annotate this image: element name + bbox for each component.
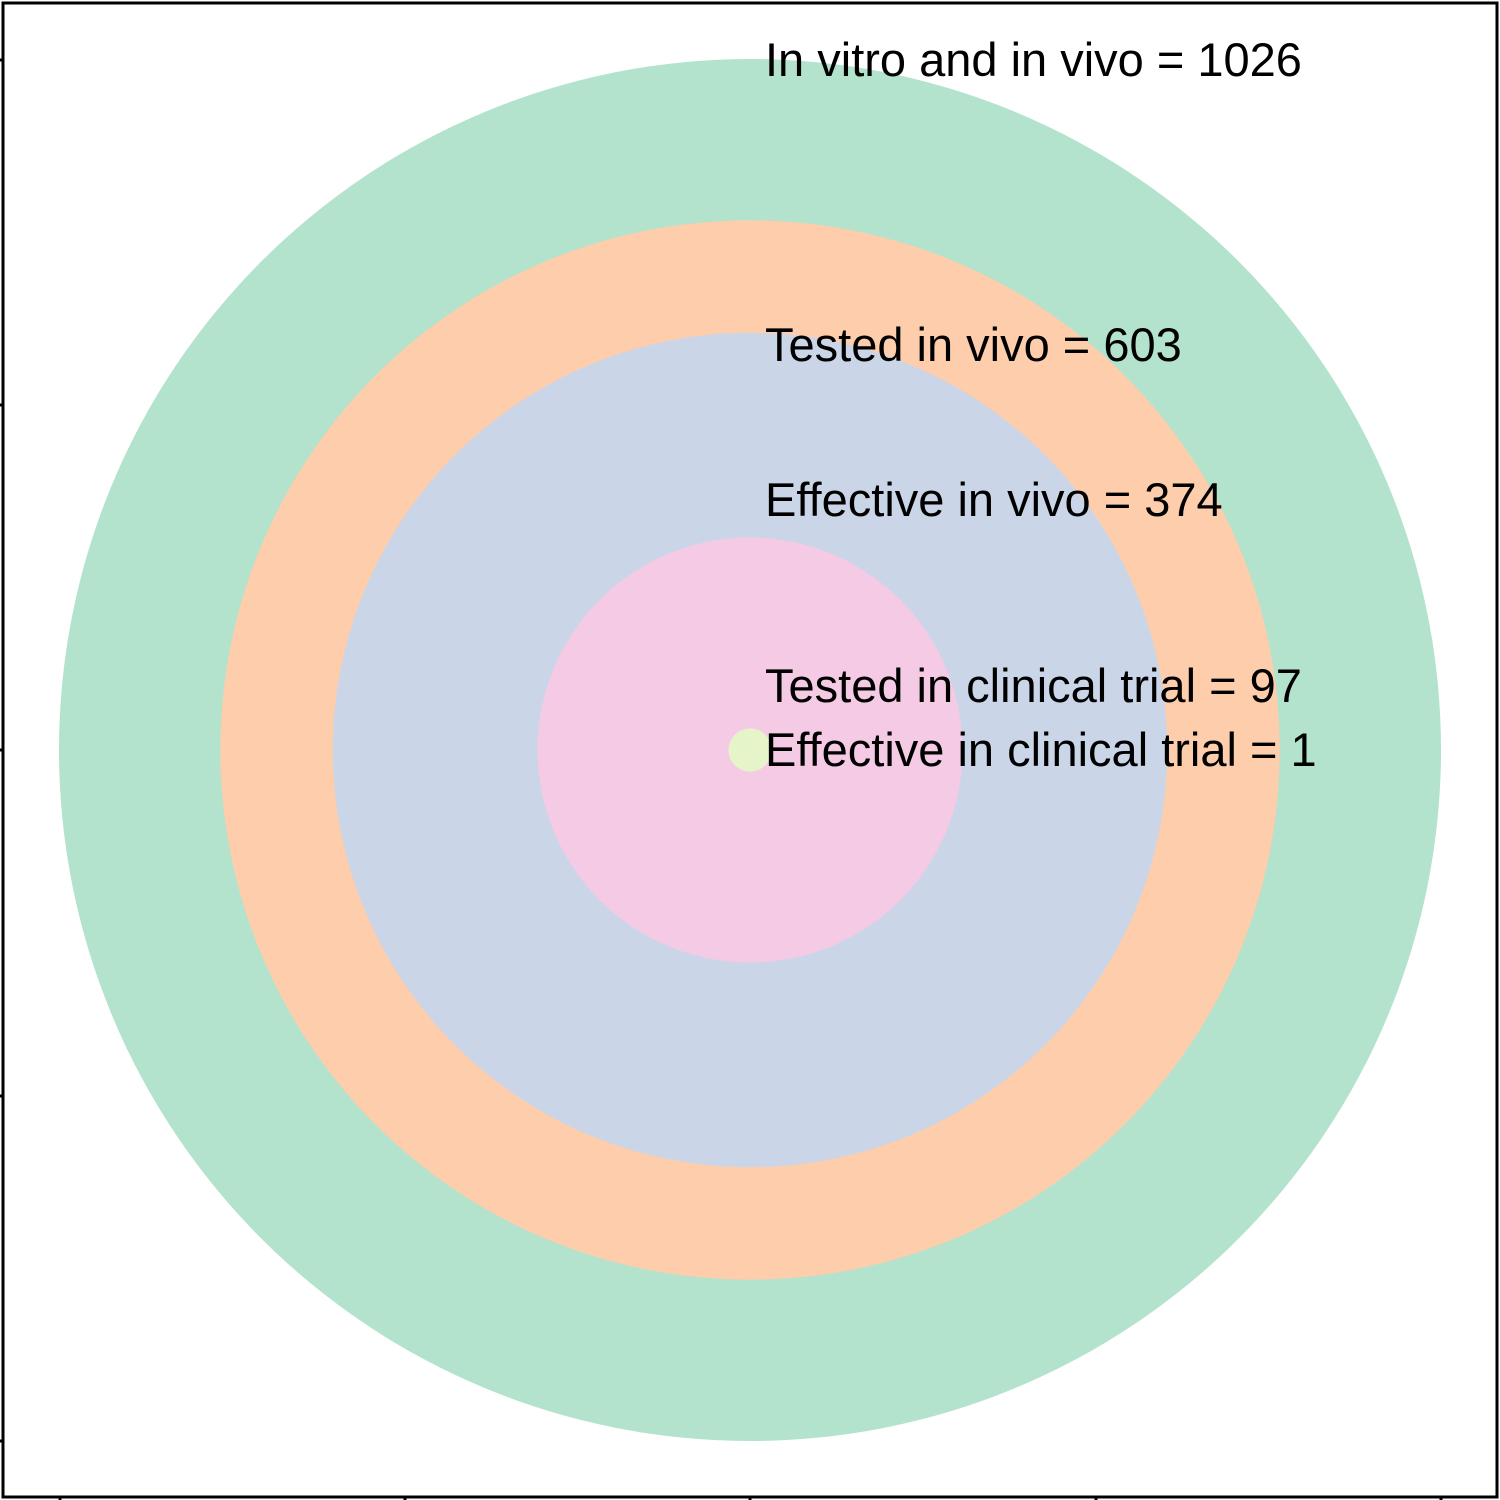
circle-effective-in-clinical-trial — [728, 728, 772, 772]
label-effective-in-vivo: Effective in vivo = 374 — [765, 473, 1223, 526]
circle-layer — [59, 59, 1441, 1441]
label-tested-in-vivo: Tested in vivo = 603 — [765, 318, 1182, 371]
label-in-vitro-and-in-vivo: In vitro and in vivo = 1026 — [765, 33, 1302, 86]
label-tested-in-clinical-trial: Tested in clinical trial = 97 — [765, 659, 1302, 712]
label-layer: In vitro and in vivo = 1026 Tested in viv… — [765, 33, 1317, 776]
label-effective-in-clinical-trial: Effective in clinical trial = 1 — [765, 723, 1317, 776]
